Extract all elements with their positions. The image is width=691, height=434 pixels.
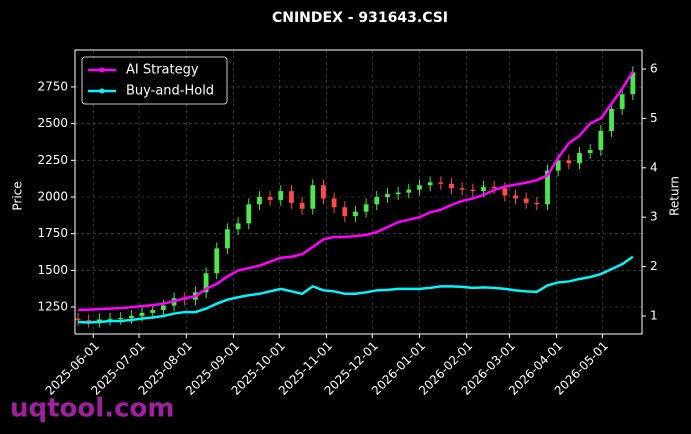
- y-axis-title: Price: [11, 181, 25, 210]
- candle-body: [235, 223, 241, 230]
- candle-body: [545, 170, 550, 205]
- candle-body: [150, 309, 156, 313]
- legend-marker: [99, 67, 105, 73]
- candle-body: [374, 196, 380, 205]
- candle-body: [363, 204, 369, 212]
- candle-body: [598, 130, 604, 151]
- candle-body: [417, 185, 422, 190]
- candle-body: [449, 183, 454, 189]
- candle-body: [278, 191, 284, 200]
- legend-marker: [99, 88, 105, 94]
- candle-body: [555, 160, 561, 171]
- y-tick-label: 2750: [37, 79, 68, 93]
- candle-body: [86, 320, 92, 322]
- candle-body: [299, 202, 305, 209]
- candle-body: [523, 198, 529, 203]
- candle-body: [214, 248, 220, 274]
- candle-body: [203, 273, 209, 293]
- chart-title: CNINDEX - 931643.CSI: [272, 10, 448, 26]
- candle-body: [321, 185, 326, 199]
- candle-body: [481, 186, 486, 192]
- y2-tick-label: 2: [650, 259, 658, 273]
- candle-body: [470, 189, 476, 192]
- y-tick-label: 2500: [37, 116, 68, 130]
- candle-body: [160, 305, 166, 310]
- candle-body: [566, 160, 572, 164]
- candle-body: [513, 195, 518, 199]
- candle-body: [459, 188, 465, 190]
- y2-tick-label: 1: [650, 309, 658, 323]
- candle-body: [406, 189, 412, 193]
- candle-body: [225, 229, 230, 249]
- candle-body: [438, 182, 444, 184]
- candle-body: [534, 202, 540, 205]
- candle-body: [491, 186, 497, 189]
- candle-body: [107, 318, 113, 320]
- candle-body: [587, 150, 593, 153]
- candle-body: [246, 204, 252, 224]
- candle-body: [257, 196, 262, 205]
- candle-body: [289, 191, 294, 203]
- candle-body: [267, 196, 273, 200]
- y-tick-label: 1250: [37, 300, 68, 314]
- candle-body: [128, 315, 134, 319]
- legend-label: AI Strategy: [126, 63, 199, 78]
- watermark: uqtool.com: [10, 394, 174, 424]
- y-tick-label: 1500: [37, 263, 68, 277]
- candle-body: [353, 211, 358, 217]
- y2-axis-title: Return: [668, 176, 682, 216]
- candle-body: [609, 108, 614, 131]
- legend-box: [81, 56, 228, 105]
- legend: AI Strategy Buy-and-Hold: [81, 56, 228, 105]
- candle-body: [630, 72, 636, 95]
- plot-frame: [74, 49, 643, 335]
- candle-body: [427, 182, 433, 186]
- y2-tick-label: 6: [650, 62, 658, 76]
- candle-body: [395, 192, 401, 195]
- candle-body: [385, 194, 390, 197]
- y2-tick-label: 3: [650, 210, 658, 224]
- candle-body: [118, 318, 124, 320]
- candle-body: [577, 152, 582, 164]
- candle-body: [310, 185, 316, 209]
- series-line: [77, 70, 634, 312]
- legend-label: Buy-and-Hold: [126, 84, 214, 99]
- candle-body: [331, 198, 337, 208]
- series-line: [77, 255, 634, 324]
- candle-body: [342, 207, 348, 217]
- candle-body: [96, 319, 102, 322]
- candle-body: [619, 94, 625, 109]
- y-tick-label: 2000: [37, 189, 68, 203]
- candle-body: [75, 318, 81, 321]
- y2-tick-label: 4: [650, 160, 658, 174]
- y-tick-label: 1750: [37, 226, 68, 240]
- y-tick-label: 2250: [37, 153, 68, 167]
- y2-tick-label: 5: [650, 111, 658, 125]
- candle-body: [502, 188, 508, 196]
- candle-body: [139, 312, 145, 316]
